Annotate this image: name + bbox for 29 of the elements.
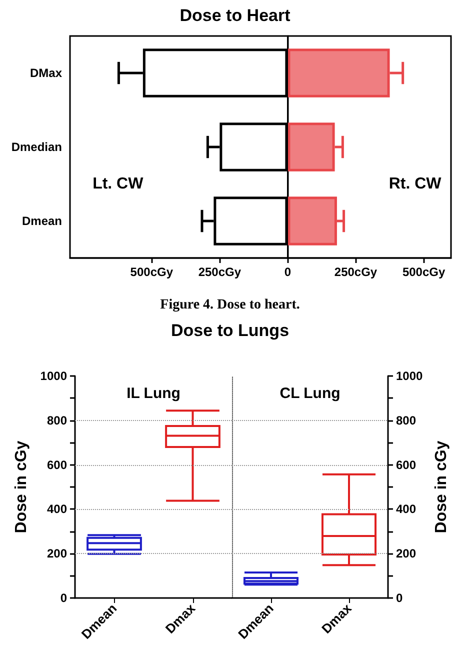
annotation: Rt. CW [388, 176, 442, 192]
y-tick-label: 600 [396, 458, 416, 472]
x-tick-label: 0 [284, 265, 292, 279]
y-tick-label: 400 [46, 502, 68, 516]
y-tick-label: 800 [396, 413, 416, 428]
y-axis-title: Dose in cGy [433, 440, 450, 534]
y-tick-label: 1000 [396, 369, 424, 383]
caption: Figure 4. Dose to heart. [160, 298, 300, 312]
y-tick-label: Dmean [22, 214, 62, 228]
annotation: IL Lung [126, 385, 180, 402]
y-tick-label: 200 [396, 546, 416, 561]
y-tick-label: Dmedian [11, 140, 62, 154]
y-tick-label: 400 [396, 502, 416, 516]
annotation: Lt. CW [92, 176, 144, 192]
x-tick-label: 250cGy [334, 265, 378, 279]
y-tick-label: 0 [60, 591, 68, 605]
annotation: CL Lung [280, 385, 340, 402]
y-axis-title: Dose in cGy [12, 440, 30, 534]
y-tick-label: DMax [30, 66, 62, 80]
chart-title: Dose to Lungs [170, 321, 290, 341]
chart-title: Dose to Heart [180, 6, 291, 25]
y-tick-label: 800 [46, 413, 68, 428]
y-tick-label: 200 [46, 546, 68, 561]
y-tick-label: 0 [396, 591, 403, 605]
y-tick-label: 600 [46, 458, 68, 472]
x-tick-label: 500cGy [402, 265, 446, 279]
y-tick-label: 1000 [40, 369, 68, 383]
x-tick-label: 500cGy [130, 265, 174, 279]
x-tick-label: 250cGy [198, 265, 242, 279]
